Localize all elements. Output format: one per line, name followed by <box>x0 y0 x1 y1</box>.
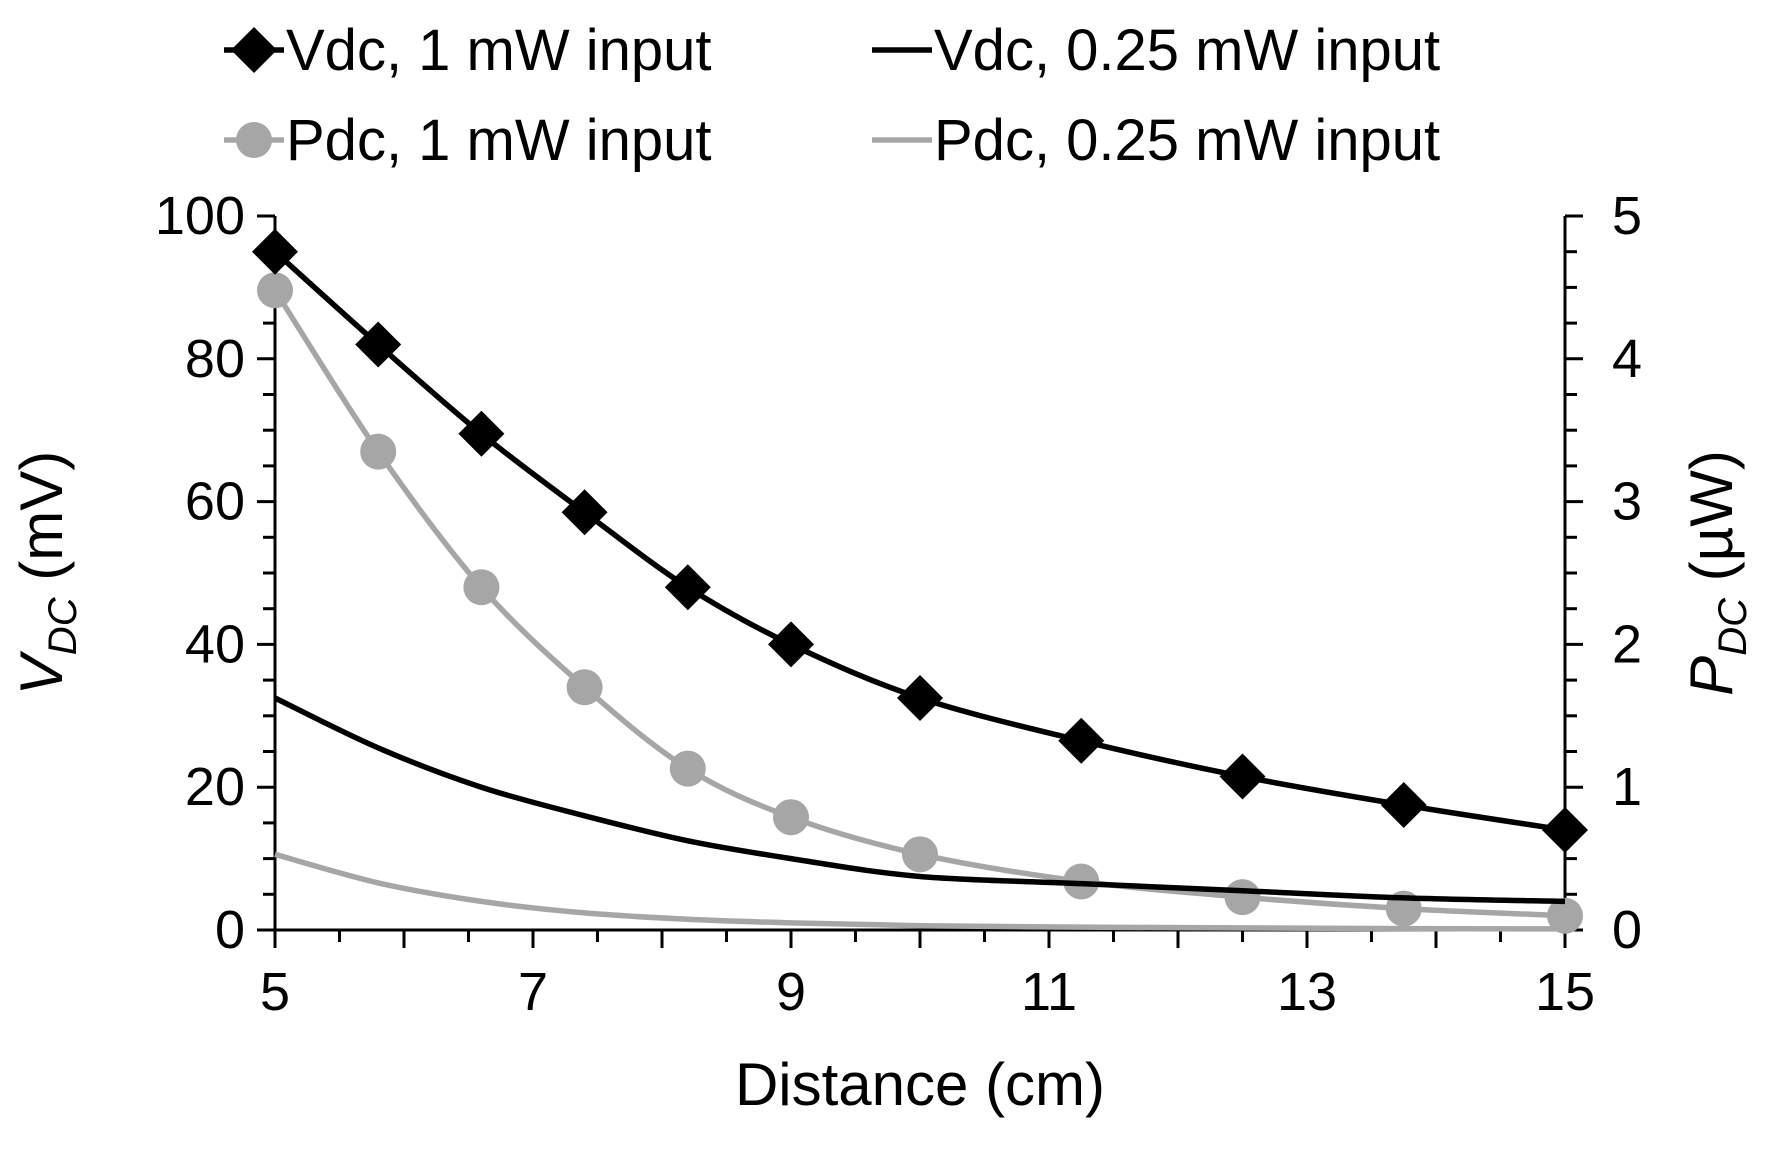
y2-axis-title: PDC (µW) <box>1678 450 1755 696</box>
data-point-diamond <box>1058 717 1105 764</box>
data-point-diamond <box>1219 753 1266 800</box>
y-tick-label: 100 <box>155 186 245 246</box>
series-line <box>274 851 1566 932</box>
series-line <box>273 695 1566 905</box>
legend: Vdc, 1 mW input Vdc, 0.25 mW input Pdc, 1 … <box>224 18 1440 173</box>
legend-label: Pdc, 0.25 mW input <box>934 108 1440 173</box>
series-line <box>273 249 1566 833</box>
data-point-circle <box>1224 879 1261 916</box>
series-layer <box>252 228 1588 934</box>
legend-label: Vdc, 1 mW input <box>286 18 711 83</box>
legend-label: Pdc, 1 mW input <box>286 108 711 173</box>
y-tick-label: 40 <box>185 614 245 674</box>
y-axis-title: VDC (mV) <box>8 451 85 695</box>
legend-item-0: Vdc, 1 mW input <box>224 18 711 83</box>
y2-tick-label: 1 <box>1612 757 1642 817</box>
data-point-circle <box>669 750 706 787</box>
y-tick-label: 0 <box>215 900 245 960</box>
series-0 <box>252 228 1588 854</box>
y2-tick-label: 4 <box>1612 329 1642 389</box>
legend-swatch-marker <box>231 27 277 73</box>
y2-tick-label: 3 <box>1612 472 1642 532</box>
data-point-diamond <box>355 321 402 368</box>
x-tick-label: 7 <box>518 962 548 1022</box>
axes: 0 20 40 60 80 100 0 1 2 3 4 5 5 7 9 11 13 15 Distance (cm)… <box>8 186 1755 1118</box>
data-point-circle <box>902 836 938 873</box>
series-3 <box>274 851 1566 932</box>
x-axis-title: Distance (cm) <box>735 1051 1105 1118</box>
data-point-circle <box>360 433 397 470</box>
y2-tick-label: 5 <box>1612 186 1642 246</box>
data-point-diamond <box>561 489 608 536</box>
y-tick-label: 60 <box>185 472 245 532</box>
legend-item-3: Pdc, 0.25 mW input <box>872 108 1440 173</box>
data-point-circle <box>566 669 603 706</box>
legend-label: Vdc, 0.25 mW input <box>934 18 1440 83</box>
y2-tick-label: 0 <box>1612 900 1642 960</box>
series-1 <box>273 695 1566 905</box>
y-tick-label: 80 <box>185 329 245 389</box>
x-tick-label: 13 <box>1277 962 1337 1022</box>
legend-swatch-marker <box>236 122 272 158</box>
x-tick-label: 9 <box>776 962 806 1022</box>
data-point-diamond <box>1380 782 1427 829</box>
data-point-circle <box>773 799 809 836</box>
data-point-circle <box>1547 897 1583 934</box>
legend-item-2: Pdc, 1 mW input <box>224 108 711 173</box>
data-point-diamond <box>252 228 298 275</box>
data-point-circle <box>463 569 500 606</box>
series-2 <box>257 272 1583 934</box>
y2-tick-label: 2 <box>1612 614 1642 674</box>
data-point-diamond <box>1542 807 1588 854</box>
data-point-circle <box>257 272 293 309</box>
x-tick-label: 11 <box>1021 962 1077 1022</box>
series-line <box>272 288 1566 919</box>
data-point-diamond <box>768 621 814 668</box>
x-tick-label: 15 <box>1535 962 1595 1022</box>
data-point-diamond <box>897 674 943 721</box>
x-tick-label: 5 <box>260 962 290 1022</box>
y-tick-label: 20 <box>185 757 245 817</box>
data-point-diamond <box>664 564 711 611</box>
legend-item-1: Vdc, 0.25 mW input <box>872 18 1440 83</box>
data-point-diamond <box>458 410 505 457</box>
